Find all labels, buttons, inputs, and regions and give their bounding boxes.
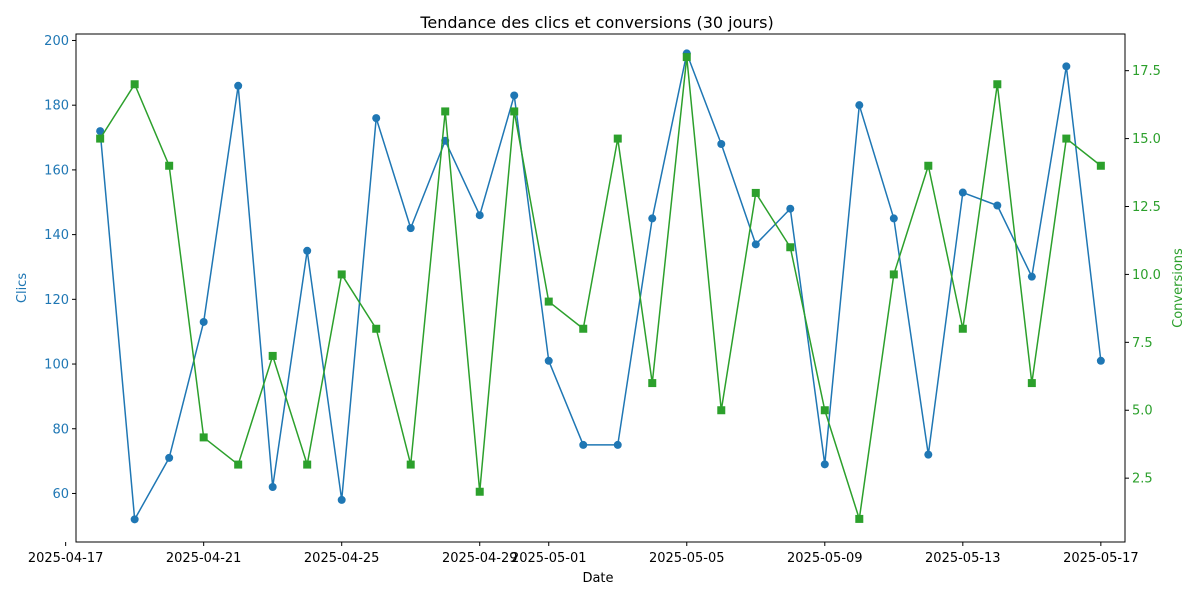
series-line-clics — [99, 52, 1102, 521]
series-line-conversions — [99, 56, 1102, 520]
right-y-tick-label: 17.5 — [1132, 64, 1161, 79]
data-point-clics — [648, 214, 657, 223]
data-point-clics — [924, 450, 933, 459]
data-point-conversions — [165, 161, 174, 170]
data-point-conversions — [1096, 161, 1105, 170]
x-tick-label: 2025-05-17 — [1063, 551, 1139, 566]
data-point-conversions — [993, 80, 1002, 89]
data-point-conversions — [372, 324, 381, 333]
data-point-conversions — [130, 80, 139, 89]
data-point-conversions — [441, 107, 450, 116]
data-point-clics — [889, 214, 898, 223]
left-y-tick-label: 60 — [52, 487, 69, 502]
data-point-clics — [372, 114, 381, 123]
right-y-tick-label: 15.0 — [1132, 132, 1161, 147]
chart-title: Tendance des clics et conversions (30 jo… — [419, 13, 773, 32]
data-point-clics — [96, 127, 105, 136]
x-tick-label: 2025-05-09 — [787, 551, 863, 566]
left-y-axis: 60 80 100 120 140 160 180 200 — [44, 34, 76, 502]
data-point-conversions — [579, 324, 588, 333]
right-y-axis: 2.5 5.0 7.5 10.0 12.5 15.0 17.5 — [1125, 64, 1161, 487]
x-tick-label: 2025-04-29 — [442, 551, 518, 566]
data-point-conversions — [406, 460, 415, 469]
right-y-tick-label: 10.0 — [1132, 268, 1161, 283]
left-y-tick-label: 140 — [44, 228, 69, 243]
data-point-conversions — [682, 53, 691, 62]
left-y-tick-label: 100 — [44, 358, 69, 373]
data-point-conversions — [751, 188, 760, 197]
left-y-tick-label: 200 — [44, 34, 69, 49]
data-point-conversions — [613, 134, 622, 143]
data-point-conversions — [475, 487, 484, 496]
right-y-tick-label: 2.5 — [1132, 472, 1153, 487]
data-point-conversions — [96, 134, 105, 143]
data-point-clics — [751, 240, 760, 249]
x-tick-label: 2025-04-21 — [166, 551, 242, 566]
x-tick-label: 2025-05-13 — [925, 551, 1001, 566]
data-point-conversions — [234, 460, 243, 469]
x-tick-label: 2025-04-25 — [304, 551, 380, 566]
data-point-clics — [579, 440, 588, 449]
data-point-clics — [993, 201, 1002, 210]
data-point-conversions — [717, 406, 726, 415]
data-point-clics — [406, 224, 415, 233]
left-y-axis-title: Clics — [15, 273, 30, 303]
left-y-tick-label: 120 — [44, 293, 69, 308]
data-point-conversions — [855, 514, 864, 523]
data-point-conversions — [303, 460, 312, 469]
data-point-conversions — [820, 406, 829, 415]
plot-frame — [75, 33, 1126, 543]
data-point-conversions — [924, 161, 933, 170]
data-point-clics — [820, 460, 829, 469]
right-y-axis-title: Conversions — [1171, 248, 1186, 328]
x-tick-label: 2025-05-05 — [649, 551, 725, 566]
right-y-tick-label: 7.5 — [1132, 336, 1153, 351]
data-point-clics — [337, 495, 346, 504]
data-point-clics — [475, 211, 484, 220]
data-point-conversions — [958, 324, 967, 333]
data-point-conversions — [786, 243, 795, 252]
data-point-clics — [613, 440, 622, 449]
left-y-tick-label: 160 — [44, 163, 69, 178]
data-point-conversions — [199, 433, 208, 442]
data-point-clics — [786, 204, 795, 213]
data-point-conversions — [544, 297, 553, 306]
data-point-conversions — [268, 351, 277, 360]
data-point-conversions — [337, 270, 346, 279]
data-point-conversions — [1062, 134, 1071, 143]
data-point-clics — [544, 356, 553, 365]
left-y-tick-label: 80 — [52, 422, 69, 437]
data-point-clics — [1062, 62, 1071, 71]
data-point-clics — [855, 101, 864, 110]
data-point-clics — [234, 81, 243, 90]
plot-area — [96, 49, 1105, 524]
data-point-clics — [510, 91, 519, 100]
x-axis-title: Date — [582, 571, 613, 586]
data-point-clics — [1096, 356, 1105, 365]
data-point-clics — [717, 140, 726, 149]
data-point-clics — [130, 515, 139, 524]
right-y-tick-label: 5.0 — [1132, 404, 1153, 419]
data-point-clics — [303, 246, 312, 255]
data-point-conversions — [889, 270, 898, 279]
x-tick-label: 2025-05-01 — [511, 551, 587, 566]
data-point-clics — [199, 317, 208, 326]
left-y-tick-label: 180 — [44, 99, 69, 114]
data-point-conversions — [648, 379, 657, 388]
x-axis: 2025-04-17 2025-04-21 2025-04-25 2025-04-29… — [28, 542, 1139, 566]
data-point-conversions — [510, 107, 519, 116]
data-point-clics — [1027, 272, 1036, 281]
right-y-tick-label: 12.5 — [1132, 200, 1161, 215]
data-point-conversions — [1027, 379, 1036, 388]
data-point-clics — [165, 453, 174, 462]
data-point-clics — [268, 482, 277, 491]
data-point-clics — [958, 188, 967, 197]
x-tick-label: 2025-04-17 — [28, 551, 104, 566]
